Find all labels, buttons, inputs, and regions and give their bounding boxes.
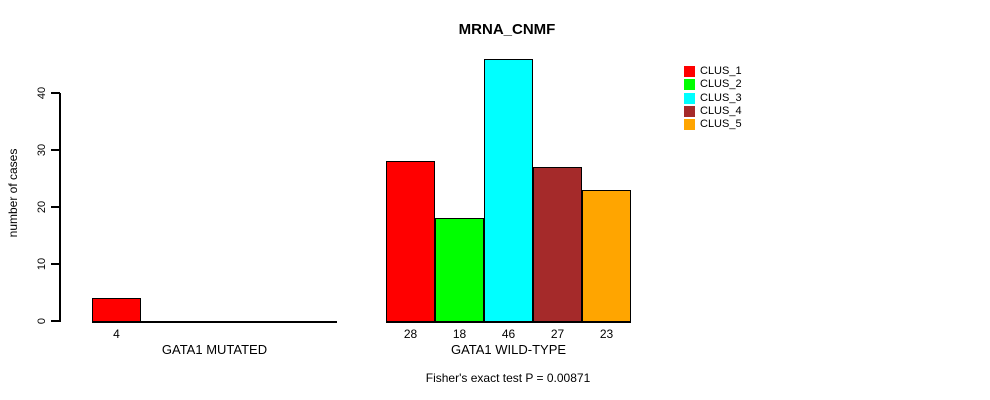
bar-value-label: 18 bbox=[452, 327, 467, 341]
y-axis-label: number of cases bbox=[6, 148, 20, 238]
y-tick bbox=[51, 320, 60, 322]
group-label: GATA1 MUTATED bbox=[161, 342, 268, 357]
x-axis-line bbox=[386, 321, 631, 323]
legend-item-label: CLUS_1 bbox=[700, 65, 742, 78]
legend-item: CLUS_2 bbox=[684, 78, 742, 91]
group-label: GATA1 WILD-TYPE bbox=[450, 342, 567, 357]
y-tick-label: 20 bbox=[36, 200, 48, 214]
legend-item: CLUS_4 bbox=[684, 105, 742, 118]
legend-swatch bbox=[684, 66, 695, 78]
legend-item-label: CLUS_4 bbox=[700, 105, 742, 118]
legend-item-label: CLUS_3 bbox=[700, 91, 742, 104]
bar-clus-2 bbox=[435, 218, 484, 321]
legend-item: CLUS_1 bbox=[684, 65, 742, 78]
bar-clus-1 bbox=[92, 298, 141, 321]
bar-value-label: 28 bbox=[403, 327, 418, 341]
bar-clus-4 bbox=[533, 167, 582, 321]
legend-swatch bbox=[684, 79, 695, 91]
bar-clus-1 bbox=[386, 161, 435, 321]
legend-item-label: CLUS_2 bbox=[700, 78, 742, 91]
bar-value-label: 23 bbox=[599, 327, 614, 341]
legend-item: CLUS_5 bbox=[684, 118, 742, 131]
y-tick-label: 10 bbox=[36, 257, 48, 271]
legend-swatch bbox=[684, 92, 695, 104]
bar-clus-3 bbox=[484, 58, 533, 321]
bar-value-label: 4 bbox=[113, 327, 120, 341]
bar-value-label: 46 bbox=[501, 327, 516, 341]
y-tick bbox=[51, 206, 60, 208]
y-tick-label: 30 bbox=[36, 143, 48, 157]
y-tick-label: 0 bbox=[36, 317, 48, 325]
legend-swatch bbox=[684, 119, 695, 131]
y-tick bbox=[51, 263, 60, 265]
y-tick bbox=[51, 149, 60, 151]
legend: CLUS_1 CLUS_2 CLUS_3 CLUS_4 CLUS_5 bbox=[684, 65, 742, 131]
legend-item: CLUS_3 bbox=[684, 92, 742, 105]
x-axis-line bbox=[92, 321, 337, 323]
legend-item-label: CLUS_5 bbox=[700, 118, 742, 131]
legend-swatch bbox=[684, 106, 695, 118]
chart-title: MRNA_CNMF bbox=[458, 21, 556, 38]
bar-clus-5 bbox=[582, 189, 631, 321]
y-tick bbox=[51, 92, 60, 94]
bar-value-label: 27 bbox=[550, 327, 565, 341]
fisher-test-annotation: Fisher's exact test P = 0.00871 bbox=[425, 371, 591, 385]
y-tick-label: 40 bbox=[36, 86, 48, 100]
